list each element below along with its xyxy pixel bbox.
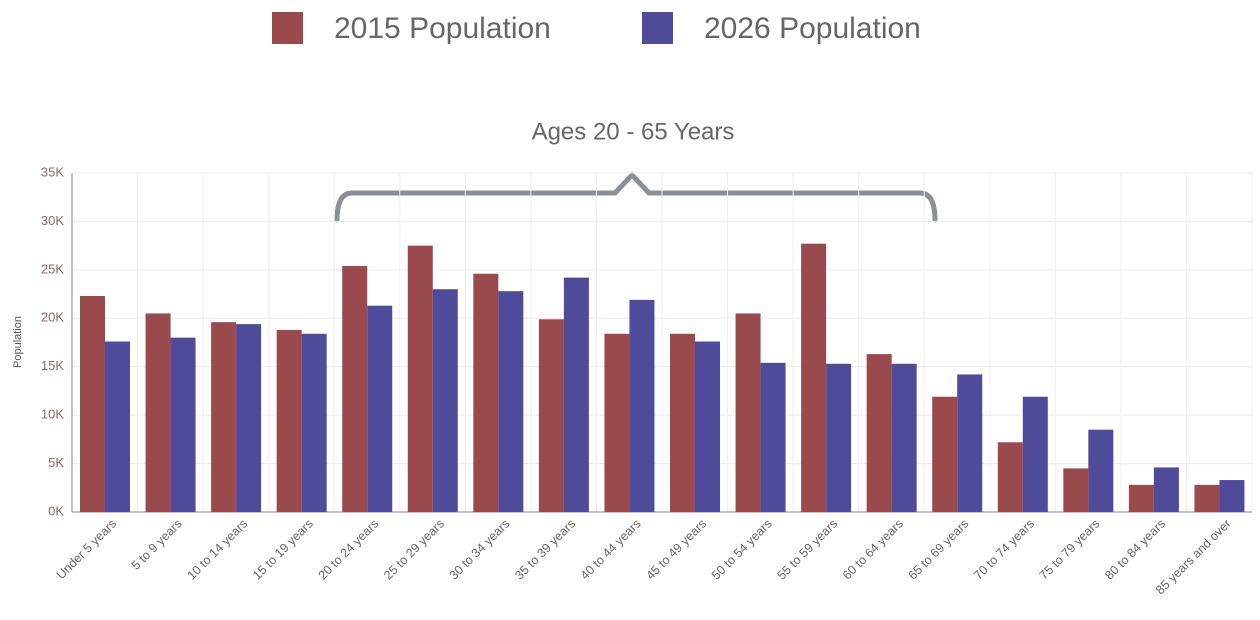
x-tick-label: 30 to 34 years: [447, 517, 513, 583]
brace: [334, 171, 938, 223]
bar: [473, 273, 499, 512]
legend-label: 2015 Population: [334, 12, 551, 45]
bar: [170, 337, 196, 512]
bar: [695, 341, 720, 512]
bar: [997, 442, 1023, 512]
legend-label: 2026 Population: [704, 12, 921, 45]
bar: [432, 289, 458, 512]
x-tick-label: 10 to 14 years: [184, 517, 250, 583]
y-tick-label: 25K: [41, 261, 64, 276]
x-tick-label: 50 to 54 years: [709, 517, 775, 583]
bar: [801, 243, 827, 512]
annotation: Ages 20 - 65 Years: [532, 118, 735, 145]
bar: [957, 374, 983, 512]
bar: [538, 319, 564, 512]
y-tick-label: 10K: [41, 407, 64, 422]
y-tick-label: 20K: [41, 310, 64, 325]
bar: [932, 396, 958, 512]
x-tick-label: 35 to 39 years: [512, 517, 578, 583]
bar: [1128, 484, 1154, 512]
y-axis-label: Population: [12, 316, 24, 368]
legend-swatch: [272, 12, 303, 44]
x-tick-label: 20 to 24 years: [316, 517, 382, 583]
bar: [826, 363, 852, 512]
bar: [498, 291, 524, 512]
bar: [1194, 484, 1220, 512]
x-tick-label: Under 5 years: [54, 517, 119, 582]
bar: [866, 354, 892, 512]
x-tick-label: 15 to 19 years: [250, 517, 316, 583]
bar: [342, 265, 368, 512]
y-tick-label: 15K: [41, 358, 64, 373]
bar: [1219, 480, 1245, 512]
bar: [891, 363, 917, 512]
bar: [105, 341, 130, 512]
bar: [145, 313, 171, 512]
y-tick-label: 35K: [41, 164, 64, 179]
bar: [80, 296, 105, 512]
x-tick-label: 55 to 59 years: [774, 517, 840, 583]
bar: [211, 322, 237, 512]
x-tick-label: 65 to 69 years: [906, 517, 972, 583]
legend-swatch: [642, 12, 673, 44]
bar: [1088, 429, 1114, 512]
bar: [629, 299, 655, 512]
bar: [760, 362, 786, 512]
bar: [1063, 468, 1089, 512]
bar: [1022, 396, 1048, 512]
bar: [367, 305, 393, 512]
x-tick-label: 70 to 74 years: [971, 517, 1037, 583]
y-tick-label: 5K: [48, 455, 64, 470]
bar: [1153, 467, 1179, 512]
bar: [276, 329, 302, 512]
bar: [407, 245, 433, 512]
bar: [301, 333, 327, 512]
bar: [735, 313, 761, 512]
bar: [236, 324, 262, 512]
bar: [563, 277, 589, 512]
x-tick-label: 60 to 64 years: [840, 517, 906, 583]
x-tick-label: 75 to 79 years: [1037, 517, 1103, 583]
x-tick-label: 25 to 29 years: [381, 517, 447, 583]
y-tick-label: 30K: [41, 213, 64, 228]
x-tick-label: 5 to 9 years: [129, 517, 185, 573]
x-tick-label: 45 to 49 years: [643, 517, 709, 583]
x-tick-label: 80 to 84 years: [1102, 517, 1168, 583]
bar: [670, 333, 695, 512]
bar: [604, 333, 630, 512]
y-tick-label: 0K: [48, 503, 64, 518]
x-tick-label: 40 to 44 years: [578, 517, 644, 583]
